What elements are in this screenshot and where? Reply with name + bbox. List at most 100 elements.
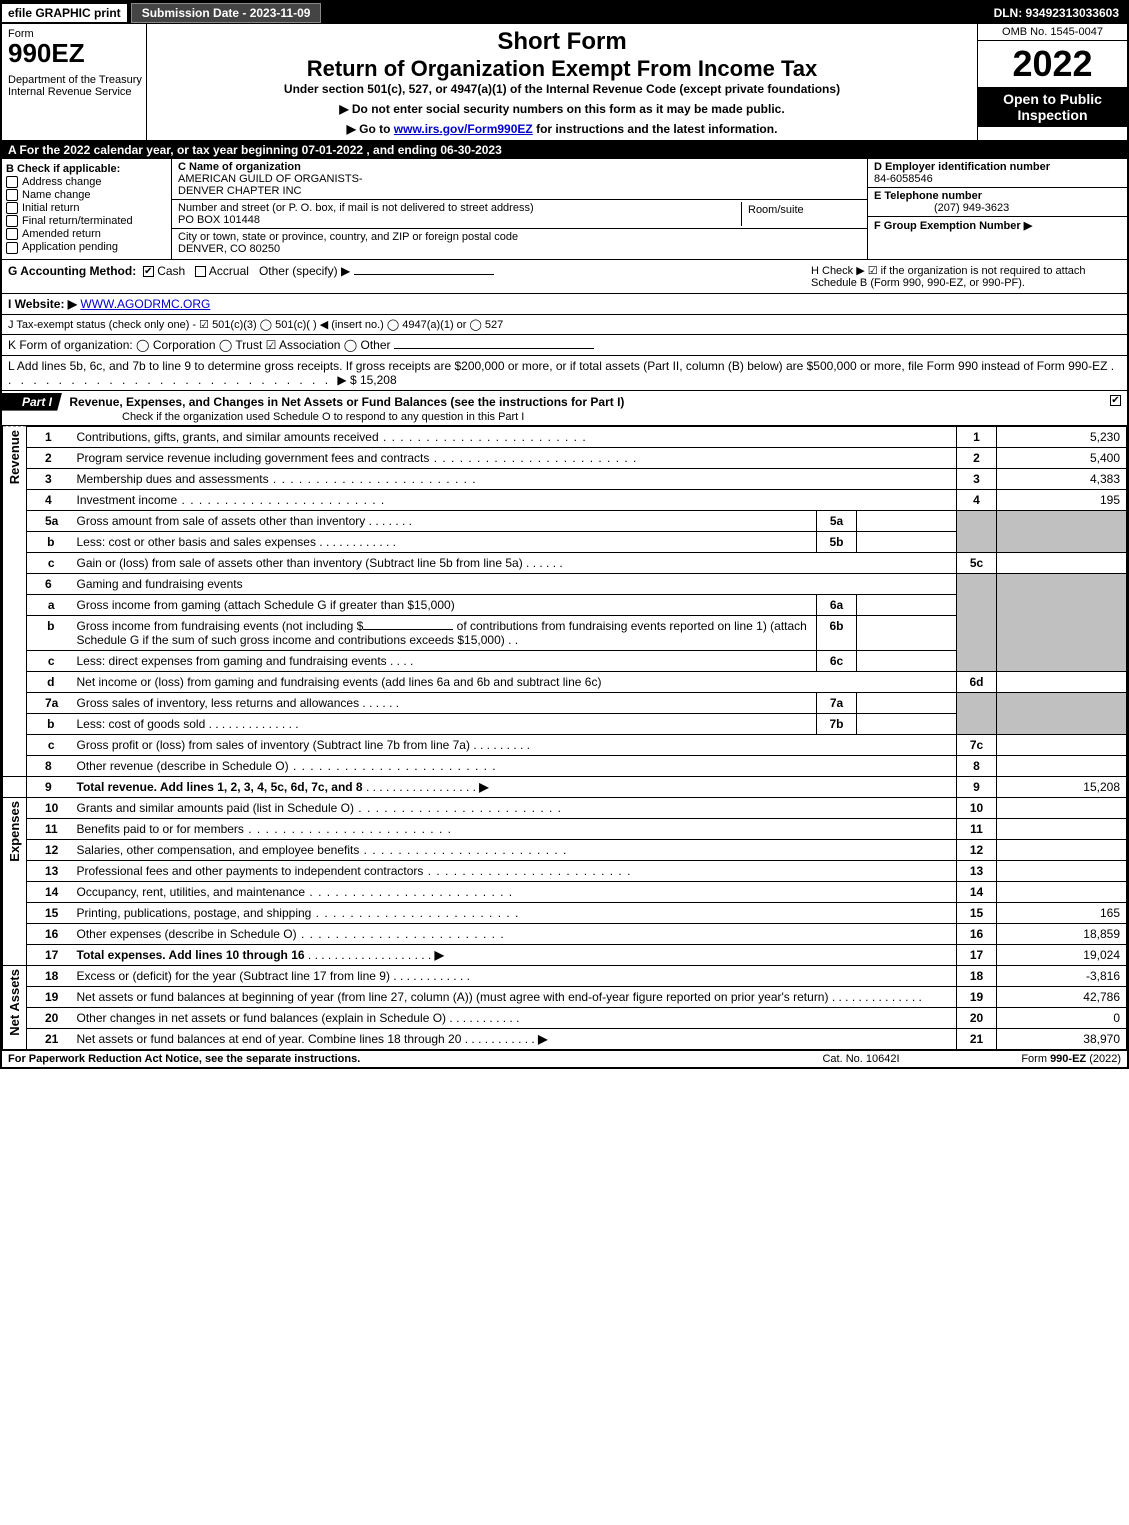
part-i-label: Part I — [2, 393, 62, 411]
l7a-subval[interactable] — [857, 692, 957, 713]
irs-link[interactable]: www.irs.gov/Form990EZ — [394, 122, 533, 136]
l11-desc: Benefits paid to or for members — [73, 818, 957, 839]
l13-num: 13 — [27, 860, 73, 881]
l10-r: 10 — [957, 797, 997, 818]
l6b-desc: Gross income from fundraising events (no… — [73, 615, 817, 650]
l10-amt — [997, 797, 1127, 818]
chk-name-change[interactable]: Name change — [6, 189, 167, 201]
part-i-sub: Check if the organization used Schedule … — [122, 411, 1127, 423]
l21-num: 21 — [27, 1028, 73, 1049]
chk-accrual[interactable] — [195, 266, 206, 277]
k-other-input[interactable] — [394, 348, 594, 349]
submission-date: Submission Date - 2023-11-09 — [131, 3, 322, 23]
c-addr-row: Number and street (or P. O. box, if mail… — [172, 200, 867, 229]
l6-gray-amt — [997, 573, 1127, 671]
website-link[interactable]: WWW.AGODRMC.ORG — [80, 297, 210, 311]
l1-amt: 5,230 — [997, 426, 1127, 447]
l8-r: 8 — [957, 755, 997, 776]
l7c-r: 7c — [957, 734, 997, 755]
l8-num: 8 — [27, 755, 73, 776]
l21-r: 21 — [957, 1028, 997, 1049]
part-i-sched-o-chk[interactable] — [1110, 395, 1121, 406]
l5ab-gray — [957, 510, 997, 552]
ssn-warning: ▶ Do not enter social security numbers o… — [151, 102, 973, 116]
l-amt: ▶ $ 15,208 — [337, 373, 396, 387]
chk-initial-return[interactable]: Initial return — [6, 202, 167, 214]
row-i-website: I Website: ▶ WWW.AGODRMC.ORG — [2, 294, 1127, 315]
e-label: E Telephone number — [874, 190, 982, 202]
l12-r: 12 — [957, 839, 997, 860]
l5c-num: c — [27, 552, 73, 573]
l6b-input[interactable] — [363, 629, 453, 630]
l4-r: 4 — [957, 489, 997, 510]
g-label: G Accounting Method: — [8, 264, 136, 278]
c-label: C Name of organization — [178, 161, 301, 173]
l6a-sub: 6a — [817, 594, 857, 615]
l7b-subval[interactable] — [857, 713, 957, 734]
chk-application-pending[interactable]: Application pending — [6, 241, 167, 253]
l7c-amt — [997, 734, 1127, 755]
row-j-tax-status: J Tax-exempt status (check only one) - ☑… — [2, 315, 1127, 335]
d-ein: D Employer identification number 84-6058… — [868, 159, 1127, 188]
l6a-desc: Gross income from gaming (attach Schedul… — [73, 594, 817, 615]
accrual-label: Accrual — [209, 264, 249, 278]
l9-desc: Total revenue. Add lines 1, 2, 3, 4, 5c,… — [73, 776, 957, 797]
efile-print-label[interactable]: efile GRAPHIC print — [2, 4, 127, 22]
l6c-num: c — [27, 650, 73, 671]
l5b-desc: Less: cost or other basis and sales expe… — [73, 531, 817, 552]
chk-final-return[interactable]: Final return/terminated — [6, 215, 167, 227]
l5a-sub: 5a — [817, 510, 857, 531]
l14-desc: Occupancy, rent, utilities, and maintena… — [73, 881, 957, 902]
chk-address-change[interactable]: Address change — [6, 176, 167, 188]
l2-r: 2 — [957, 447, 997, 468]
l7-gray-amt — [997, 692, 1127, 734]
l3-desc: Membership dues and assessments — [73, 468, 957, 489]
l19-amt: 42,786 — [997, 986, 1127, 1007]
l11-amt — [997, 818, 1127, 839]
ein-val: 84-6058546 — [874, 173, 933, 185]
part-i-title: Revenue, Expenses, and Changes in Net As… — [69, 395, 624, 409]
revenue-section-label: Revenue — [3, 426, 27, 776]
note2-post: for instructions and the latest informat… — [533, 122, 778, 136]
under-section: Under section 501(c), 527, or 4947(a)(1)… — [151, 82, 973, 96]
l1-num: 1 — [27, 426, 73, 447]
l5a-subval[interactable] — [857, 510, 957, 531]
l7a-num: 7a — [27, 692, 73, 713]
row-g-h: G Accounting Method: Cash Accrual Other … — [2, 260, 1127, 294]
l18-r: 18 — [957, 965, 997, 986]
header-right: OMB No. 1545-0047 2022 Open to Public In… — [977, 24, 1127, 140]
chk-cash[interactable] — [143, 266, 154, 277]
l20-num: 20 — [27, 1007, 73, 1028]
l12-desc: Salaries, other compensation, and employ… — [73, 839, 957, 860]
part-i-header: Part I Revenue, Expenses, and Changes in… — [2, 391, 1127, 426]
l-text: L Add lines 5b, 6c, and 7b to line 9 to … — [8, 359, 1107, 373]
l6b-subval[interactable] — [857, 615, 957, 650]
l5b-subval[interactable] — [857, 531, 957, 552]
expenses-section-label: Expenses — [3, 797, 27, 965]
l2-amt: 5,400 — [997, 447, 1127, 468]
room-suite: Room/suite — [741, 202, 861, 226]
l5c-r: 5c — [957, 552, 997, 573]
l6c-subval[interactable] — [857, 650, 957, 671]
chk-amended-return[interactable]: Amended return — [6, 228, 167, 240]
f-label: F Group Exemption Number ▶ — [874, 220, 1032, 232]
section-b-through-f: B Check if applicable: Address change Na… — [2, 159, 1127, 260]
top-bar: efile GRAPHIC print Submission Date - 20… — [2, 2, 1127, 24]
l7a-sub: 7a — [817, 692, 857, 713]
l6d-num: d — [27, 671, 73, 692]
l6b-sub: 6b — [817, 615, 857, 650]
l7b-sub: 7b — [817, 713, 857, 734]
l18-num: 18 — [27, 965, 73, 986]
l6a-subval[interactable] — [857, 594, 957, 615]
form-990ez-page: efile GRAPHIC print Submission Date - 20… — [0, 0, 1129, 1069]
l17-r: 17 — [957, 944, 997, 965]
l9-num: 9 — [27, 776, 73, 797]
l7a-desc: Gross sales of inventory, less returns a… — [73, 692, 817, 713]
other-input[interactable] — [354, 274, 494, 275]
form-header: Form 990EZ Department of the Treasury In… — [2, 24, 1127, 141]
f-group: F Group Exemption Number ▶ — [868, 217, 1127, 234]
l1-r: 1 — [957, 426, 997, 447]
l21-amt: 38,970 — [997, 1028, 1127, 1049]
main-title: Return of Organization Exempt From Incom… — [151, 56, 973, 82]
row-k-org-form: K Form of organization: ◯ Corporation ◯ … — [2, 335, 1127, 356]
